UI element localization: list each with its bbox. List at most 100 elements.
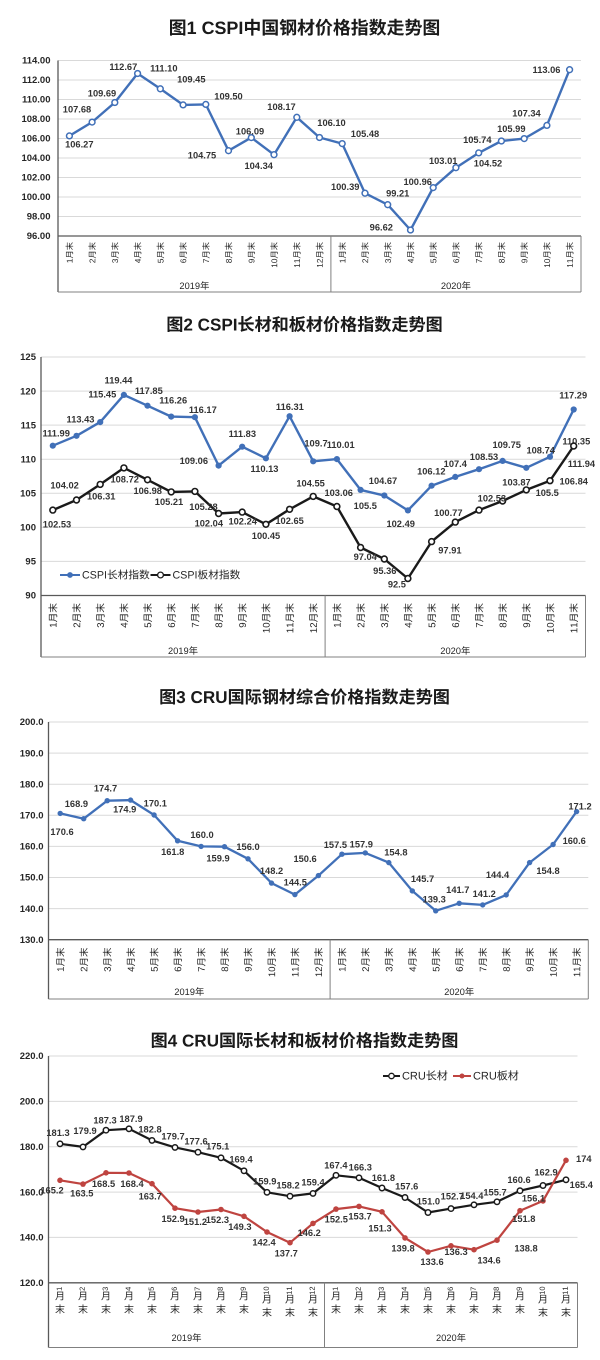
svg-text:104.34: 104.34 xyxy=(244,161,273,171)
svg-text:102.49: 102.49 xyxy=(386,519,414,529)
svg-text:108.72: 108.72 xyxy=(110,474,138,484)
svg-text:150.6: 150.6 xyxy=(293,854,316,864)
svg-text:159.4: 159.4 xyxy=(301,1178,325,1188)
svg-text:181.3: 181.3 xyxy=(46,1128,69,1138)
svg-text:107.68: 107.68 xyxy=(63,105,91,115)
svg-text:187.3: 187.3 xyxy=(93,1115,116,1125)
svg-text:115: 115 xyxy=(21,420,37,431)
svg-text:102.00: 102.00 xyxy=(21,173,50,184)
svg-text:100.00: 100.00 xyxy=(21,192,50,203)
svg-text:108.17: 108.17 xyxy=(267,102,295,112)
svg-text:105: 105 xyxy=(20,489,37,500)
svg-text:112.67: 112.67 xyxy=(109,62,137,72)
svg-text:200.0: 200.0 xyxy=(20,1097,44,1108)
svg-text:108.00: 108.00 xyxy=(21,114,50,125)
svg-text:109.75: 109.75 xyxy=(492,440,520,450)
svg-text:104.02: 104.02 xyxy=(50,481,78,491)
svg-text:119.44: 119.44 xyxy=(105,376,134,386)
svg-text:106.27: 106.27 xyxy=(65,140,93,150)
svg-text:166.3: 166.3 xyxy=(349,1162,372,1172)
svg-text:157.9: 157.9 xyxy=(350,840,373,850)
svg-text:180.0: 180.0 xyxy=(20,1142,44,1153)
svg-text:137.7: 137.7 xyxy=(275,1248,298,1258)
svg-text:139.8: 139.8 xyxy=(391,1244,414,1254)
svg-text:163.5: 163.5 xyxy=(70,1188,93,1198)
svg-text:105.5: 105.5 xyxy=(354,501,377,511)
svg-text:115.45: 115.45 xyxy=(88,390,116,400)
svg-text:109.69: 109.69 xyxy=(88,89,116,99)
svg-text:105.21: 105.21 xyxy=(155,497,183,507)
svg-text:106.00: 106.00 xyxy=(21,134,50,145)
svg-text:200.0: 200.0 xyxy=(20,717,44,728)
svg-text:151.8: 151.8 xyxy=(512,1214,535,1224)
svg-text:104.55: 104.55 xyxy=(296,479,324,489)
svg-text:98.00: 98.00 xyxy=(27,212,51,223)
svg-text:146.2: 146.2 xyxy=(298,1228,321,1238)
svg-text:107.34: 107.34 xyxy=(512,108,541,118)
svg-text:113.06: 113.06 xyxy=(533,65,561,75)
svg-text:110: 110 xyxy=(21,454,36,465)
svg-text:151.2: 151.2 xyxy=(184,1217,207,1227)
svg-text:140.0: 140.0 xyxy=(20,1233,44,1244)
svg-text:109.06: 109.06 xyxy=(180,456,208,466)
svg-text:102.53: 102.53 xyxy=(43,520,71,530)
svg-text:130.0: 130.0 xyxy=(20,935,44,946)
svg-text:113.43: 113.43 xyxy=(67,414,95,424)
svg-text:163.7: 163.7 xyxy=(139,1191,162,1201)
svg-text:140.0: 140.0 xyxy=(20,904,44,915)
svg-text:187.9: 187.9 xyxy=(119,1114,142,1124)
svg-text:96.62: 96.62 xyxy=(370,222,393,232)
svg-text:160.6: 160.6 xyxy=(563,836,586,846)
svg-text:109.45: 109.45 xyxy=(177,74,205,84)
svg-text:154.8: 154.8 xyxy=(536,866,559,876)
svg-text:116.17: 116.17 xyxy=(189,405,217,415)
svg-text:134.6: 134.6 xyxy=(477,1255,500,1265)
svg-text:105.48: 105.48 xyxy=(351,129,379,139)
svg-text:155.7: 155.7 xyxy=(483,1188,506,1198)
svg-text:102.53: 102.53 xyxy=(478,494,506,504)
svg-text:111.99: 111.99 xyxy=(42,429,69,439)
svg-text:190.0: 190.0 xyxy=(20,748,44,759)
svg-text:102.24: 102.24 xyxy=(228,517,257,527)
svg-text:111.94: 111.94 xyxy=(568,459,596,469)
svg-text:104.67: 104.67 xyxy=(369,476,397,486)
svg-text:177.6: 177.6 xyxy=(184,1136,207,1146)
svg-text:110.13: 110.13 xyxy=(251,464,279,474)
svg-text:171.2: 171.2 xyxy=(568,802,591,812)
svg-text:114.00: 114.00 xyxy=(22,56,51,67)
svg-text:161.8: 161.8 xyxy=(372,1173,395,1183)
svg-text:152.5: 152.5 xyxy=(325,1215,348,1225)
svg-text:160.0: 160.0 xyxy=(20,842,44,853)
svg-text:100: 100 xyxy=(20,523,36,534)
svg-text:105.99: 105.99 xyxy=(497,124,525,134)
svg-text:169.4: 169.4 xyxy=(229,1155,253,1165)
svg-text:96.00: 96.00 xyxy=(27,231,51,242)
svg-text:151.3: 151.3 xyxy=(368,1223,391,1233)
svg-text:152.7: 152.7 xyxy=(441,1192,464,1202)
svg-text:104.52: 104.52 xyxy=(474,159,502,169)
svg-text:104.00: 104.00 xyxy=(21,153,50,164)
svg-text:120.0: 120.0 xyxy=(20,1278,44,1289)
svg-text:182.8: 182.8 xyxy=(138,1125,161,1135)
svg-text:106.10: 106.10 xyxy=(317,118,345,128)
svg-text:108.53: 108.53 xyxy=(470,452,498,462)
svg-text:106.84: 106.84 xyxy=(559,477,588,487)
svg-text:160.0: 160.0 xyxy=(20,1187,44,1198)
svg-text:117.85: 117.85 xyxy=(135,386,163,396)
svg-text:108.74: 108.74 xyxy=(526,446,555,456)
svg-text:153.7: 153.7 xyxy=(348,1212,371,1222)
svg-text:149.3: 149.3 xyxy=(228,1222,251,1232)
svg-text:144.5: 144.5 xyxy=(284,877,307,887)
svg-text:116.31: 116.31 xyxy=(276,402,304,412)
svg-text:158.2: 158.2 xyxy=(276,1180,299,1190)
svg-text:102.65: 102.65 xyxy=(275,516,303,526)
svg-text:151.0: 151.0 xyxy=(417,1197,440,1207)
svg-text:154.4: 154.4 xyxy=(460,1191,484,1201)
svg-text:100.96: 100.96 xyxy=(403,177,431,187)
svg-text:174: 174 xyxy=(576,1154,592,1164)
svg-text:157.6: 157.6 xyxy=(395,1182,418,1192)
svg-text:142.4: 142.4 xyxy=(252,1238,276,1248)
svg-text:95.36: 95.36 xyxy=(373,566,396,576)
svg-text:168.5: 168.5 xyxy=(92,1179,115,1189)
svg-text:168.4: 168.4 xyxy=(120,1179,144,1189)
